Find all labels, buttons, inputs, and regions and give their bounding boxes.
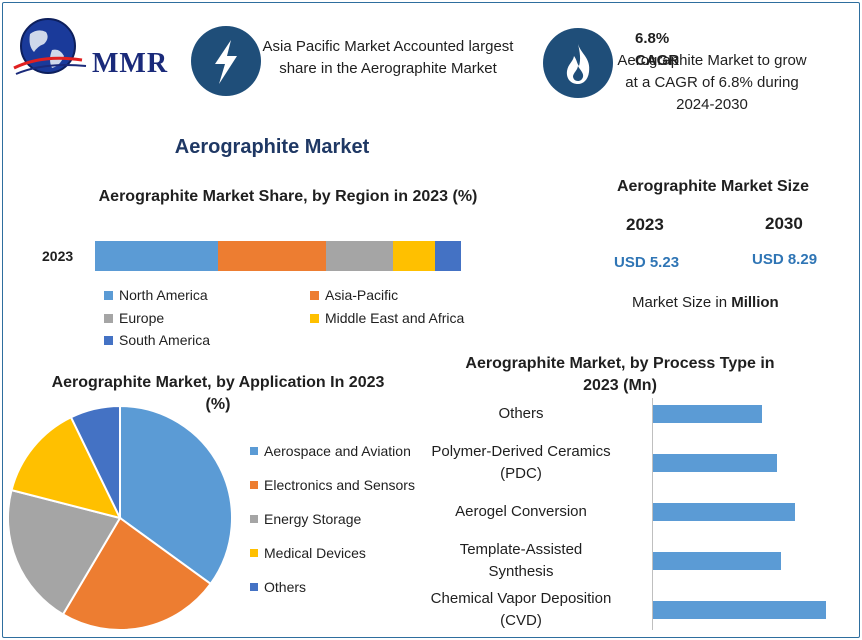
region-legend-item-asia-pacific: Asia-Pacific [310, 287, 398, 303]
legend-swatch [310, 313, 319, 323]
legend-swatch [250, 447, 258, 455]
legend-label: Aerospace and Aviation [264, 443, 411, 459]
legend-swatch [104, 313, 113, 323]
legend-label: Energy Storage [264, 511, 362, 527]
market-size-note-prefix: Market Size in [632, 294, 732, 311]
legend-label: South America [119, 332, 211, 348]
region-bar-segment-south-america [434, 241, 461, 271]
market-size-value-2023: USD 5.23 [614, 254, 680, 271]
process-label-aerogel-conversion: Aerogel Conversion [455, 503, 587, 520]
process-label-chemical-vapor-deposition-cvd: Chemical Vapor Deposition (CVD) [430, 590, 612, 629]
region-bar-segment-europe [325, 241, 394, 271]
pie-slice-others [69, 404, 121, 519]
application-legend-item-aerospace-and-aviation: Aerospace and Aviation [250, 443, 411, 459]
legend-label: Middle East and Africa [325, 310, 465, 326]
legend-swatch [250, 515, 258, 523]
legend-swatch [310, 290, 319, 300]
legend-label: North America [119, 287, 208, 303]
process-chart-title: Aerographite Market, by Process Type in … [465, 355, 775, 394]
legend-swatch [104, 290, 113, 300]
region-bar-segment-asia-pacific [217, 241, 326, 271]
region-legend-item-middle-east-and-africa: Middle East and Africa [310, 310, 464, 326]
process-bar-template-assisted-synthesis [653, 552, 781, 570]
market-size-value-2030: USD 8.29 [752, 251, 818, 268]
region-bar-segment-middle-east-and-africa [393, 241, 435, 271]
mmr-logo: MMR [12, 16, 182, 80]
info-cagr-text: Aerographite Market to grow at a CAGR of… [617, 52, 807, 113]
legend-label: Others [264, 579, 307, 595]
region-chart-title: Aerographite Market Share, by Region in … [98, 188, 478, 205]
market-size-note: Market Size in Million [632, 294, 779, 311]
process-bar-polymer-derived-ceramics-pdc [653, 454, 778, 472]
pie-slice-electronics-and-sensors [61, 516, 213, 631]
market-size-year-2023: 2023 [626, 215, 664, 234]
pie-slice-aerospace-and-aviation [119, 404, 233, 586]
region-stacked-bar [95, 241, 461, 271]
process-axis-line [652, 398, 653, 630]
region-bar-segment-north-america [95, 241, 218, 271]
region-legend-item-europe: Europe [104, 310, 164, 326]
region-legend-item-south-america: South America [104, 332, 210, 348]
process-bar-chemical-vapor-deposition-cvd [653, 601, 826, 619]
process-bar-aerogel-conversion [653, 503, 795, 521]
flame-badge [543, 28, 613, 98]
process-label-polymer-derived-ceramics-pdc: Polymer-Derived Ceramics (PDC) [431, 443, 611, 482]
process-label-template-assisted-synthesis: Template-Assisted Synthesis [459, 541, 583, 580]
market-size-title: Aerographite Market Size [616, 178, 810, 195]
legend-swatch [250, 481, 258, 489]
legend-label: Electronics and Sensors [264, 477, 415, 493]
region-category-label: 2023 [42, 248, 74, 264]
pie-slice-energy-storage [7, 488, 122, 616]
globe-icon [13, 18, 87, 75]
application-legend-item-others: Others [250, 579, 306, 595]
application-pie-chart [7, 404, 233, 631]
pie-slice-medical-devices [10, 415, 122, 520]
legend-swatch [250, 583, 258, 591]
application-legend-item-electronics-and-sensors: Electronics and Sensors [250, 477, 415, 493]
legend-swatch [250, 549, 258, 557]
legend-label: Asia-Pacific [325, 287, 399, 303]
application-chart-title: Aerographite Market, by Application In 2… [51, 374, 385, 413]
lightning-icon [215, 40, 237, 84]
page-title: Aerographite Market [174, 136, 370, 158]
process-bar-others [653, 405, 762, 423]
application-legend-item-energy-storage: Energy Storage [250, 511, 361, 527]
market-size-note-unit: Million [731, 294, 779, 311]
application-legend-item-medical-devices: Medical Devices [250, 545, 366, 561]
info-apac-text: Asia Pacific Market Accounted largest sh… [262, 38, 514, 77]
process-label-others: Others [498, 405, 544, 422]
info-cagr-title: 6.8% CAGR [635, 30, 680, 69]
legend-label: Europe [119, 310, 165, 326]
lightning-badge [191, 26, 261, 96]
legend-label: Medical Devices [264, 545, 366, 561]
legend-swatch [104, 335, 113, 345]
logo-text: MMR [92, 48, 169, 79]
market-size-year-2030: 2030 [765, 214, 803, 233]
flame-icon [566, 44, 590, 84]
region-legend-item-north-america: North America [104, 287, 208, 303]
